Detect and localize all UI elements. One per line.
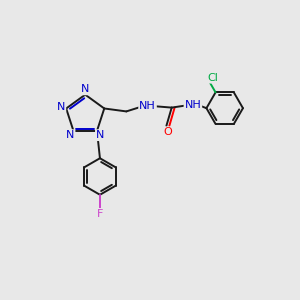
Text: Cl: Cl — [208, 73, 219, 82]
Text: N: N — [96, 130, 104, 140]
Text: O: O — [164, 127, 172, 137]
Text: NH: NH — [139, 101, 156, 111]
Text: N: N — [57, 102, 65, 112]
Text: N: N — [66, 130, 74, 140]
Text: F: F — [97, 209, 103, 219]
Text: NH: NH — [184, 100, 201, 110]
Text: N: N — [81, 84, 89, 94]
